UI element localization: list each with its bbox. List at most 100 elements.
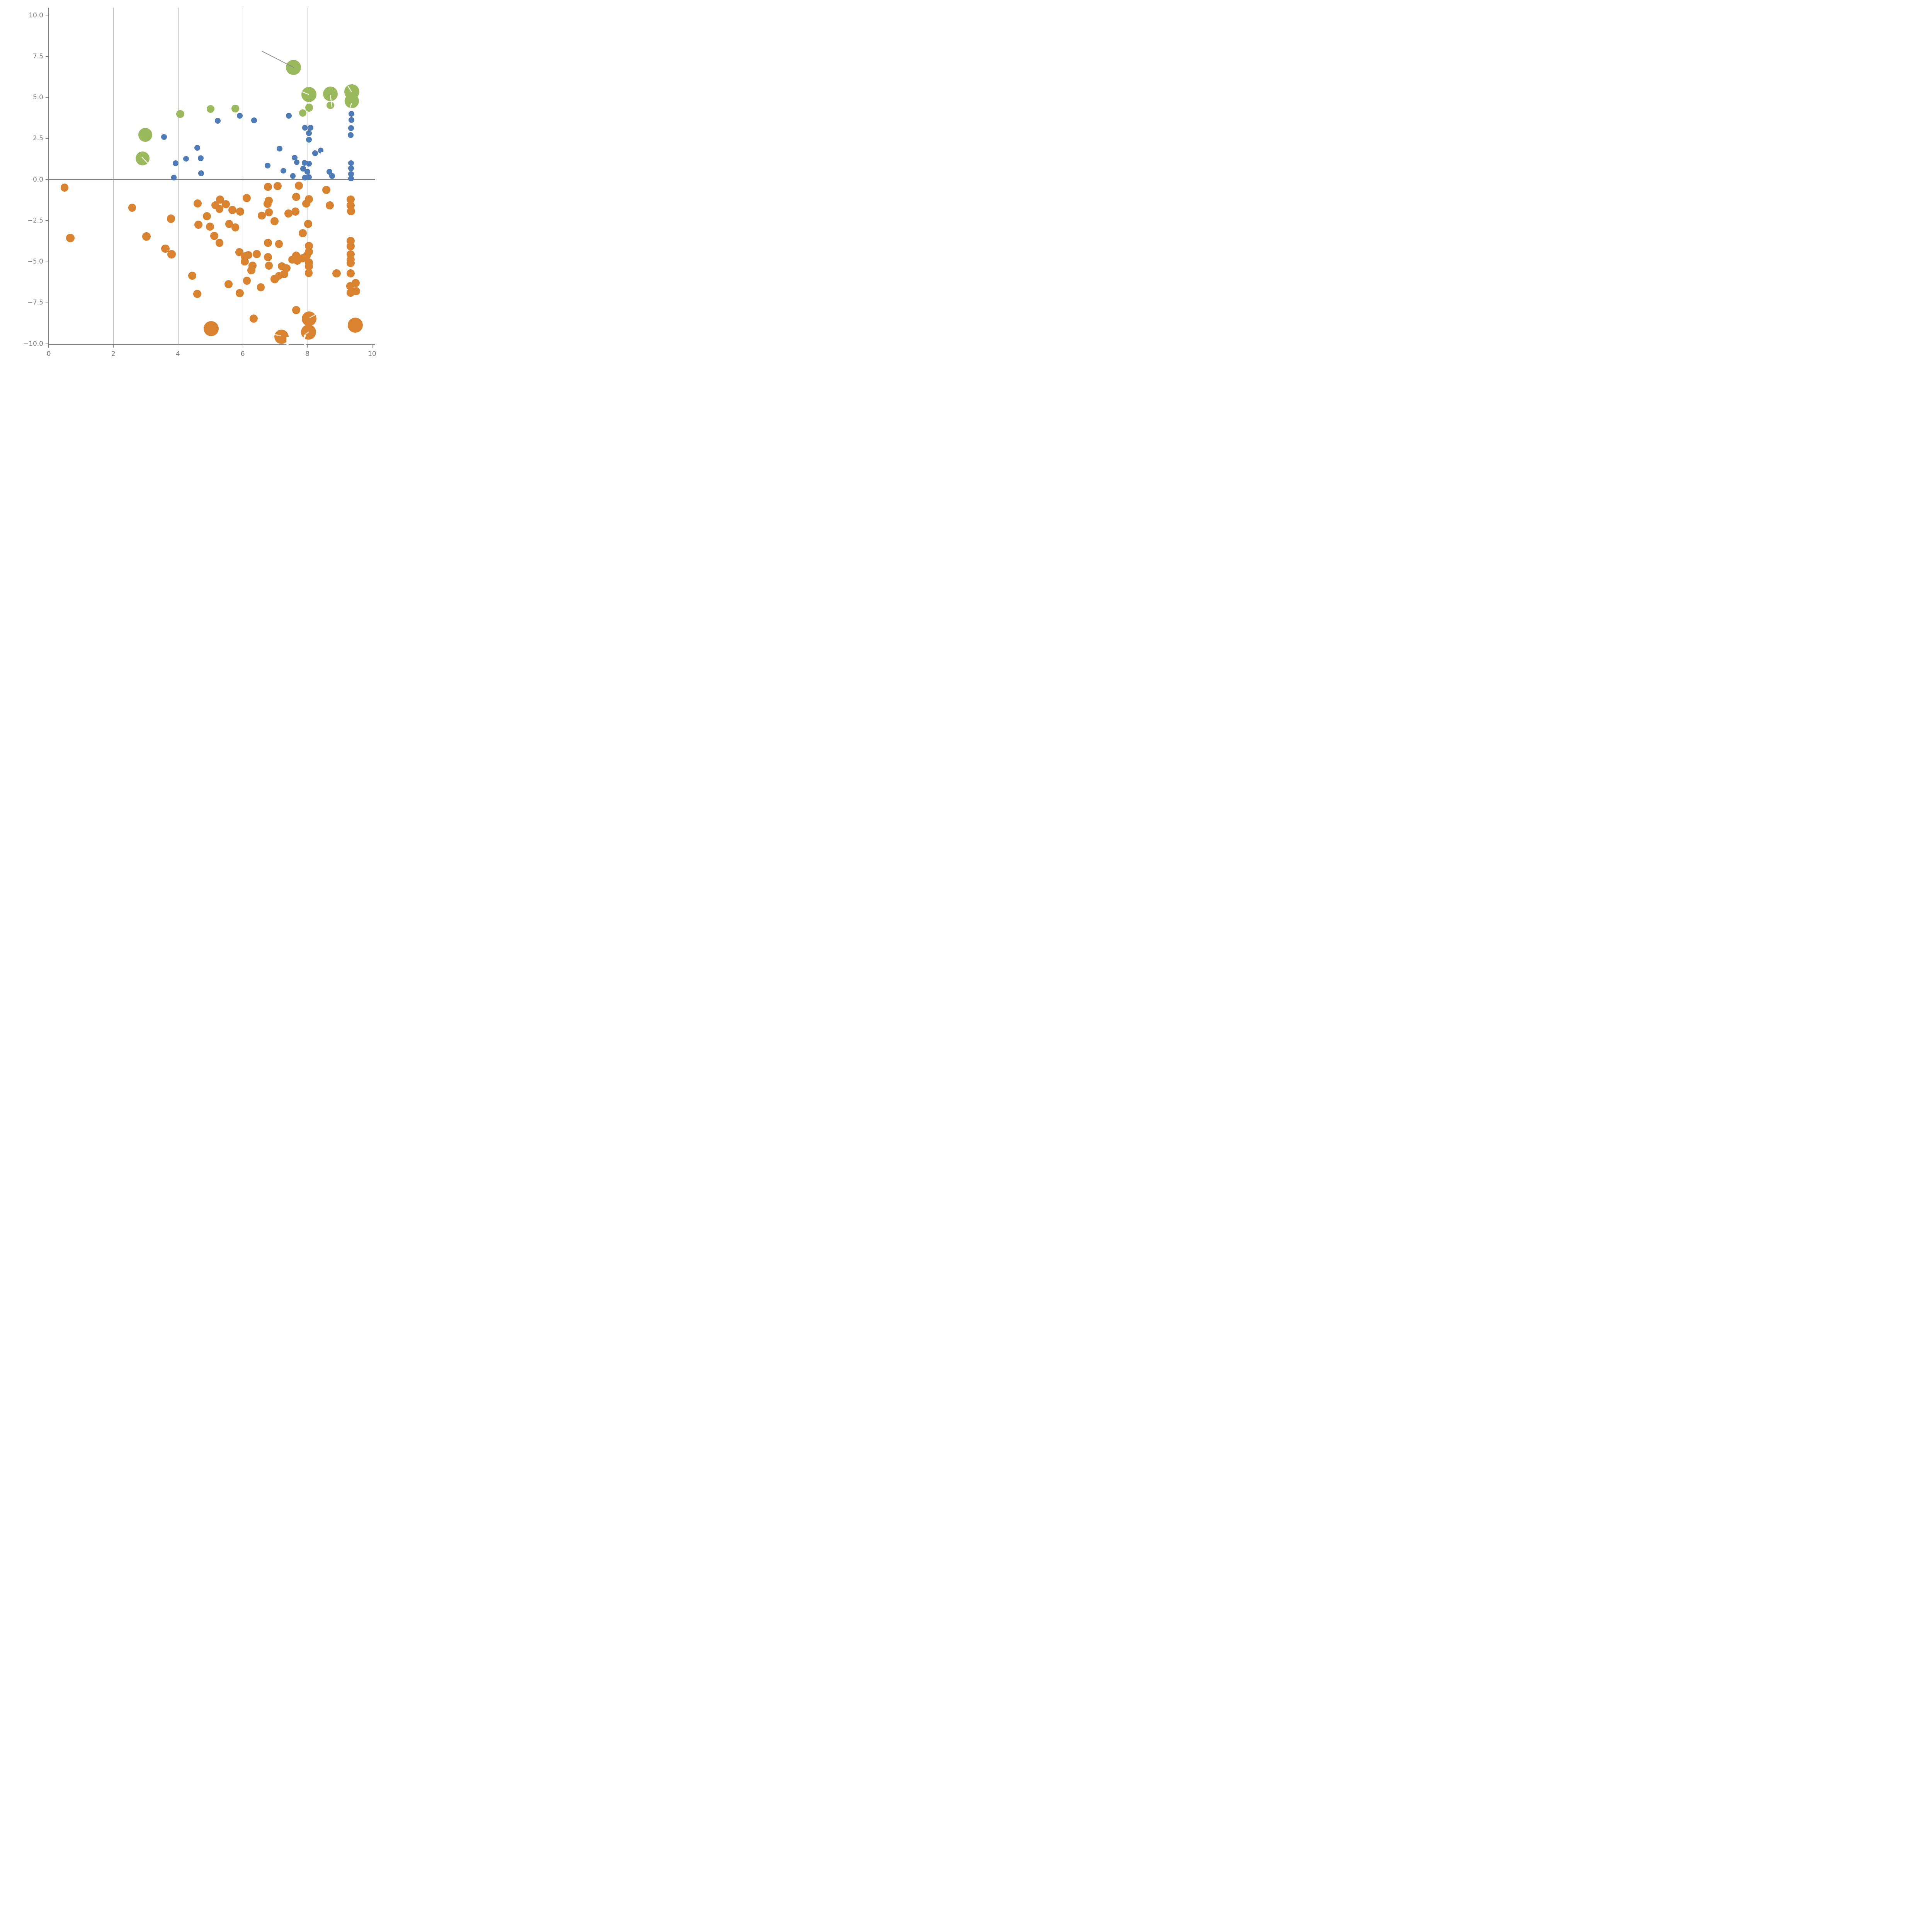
- data-point-orange: [295, 182, 303, 190]
- data-point-blue: [294, 159, 300, 165]
- data-point-orange: [293, 256, 302, 265]
- data-point-blue: [286, 112, 292, 119]
- data-point-green: [301, 87, 317, 102]
- y-tick-label: −2.5: [27, 216, 43, 224]
- data-point-blue: [291, 155, 298, 161]
- data-point-blue: [265, 163, 271, 168]
- data-point-orange: [322, 185, 330, 194]
- data-point-blue: [251, 117, 257, 123]
- x-tick-2: [113, 345, 114, 348]
- data-point-blue: [237, 112, 243, 119]
- data-point-orange: [202, 212, 211, 221]
- data-point-green: [207, 105, 215, 113]
- data-point-blue: [304, 169, 310, 175]
- data-point-orange: [291, 207, 300, 216]
- data-point-green: [138, 128, 153, 142]
- data-point-green: [176, 110, 185, 118]
- data-point-blue: [348, 165, 354, 171]
- data-point-blue: [197, 155, 204, 161]
- data-point-orange: [225, 219, 233, 228]
- data-point-orange: [348, 317, 363, 333]
- data-point-orange: [303, 252, 311, 260]
- data-point-orange: [231, 223, 240, 232]
- y-axis-spine: [48, 8, 49, 345]
- data-point-orange: [66, 234, 75, 242]
- data-point-blue: [318, 148, 324, 154]
- y-tick--2.5: [46, 220, 49, 221]
- data-point-blue: [306, 174, 312, 180]
- data-point-orange: [194, 221, 202, 229]
- zero-line: [49, 179, 375, 180]
- data-point-orange: [206, 222, 214, 231]
- data-point-orange: [264, 200, 272, 208]
- data-point-blue: [194, 145, 200, 151]
- data-point-blue: [277, 145, 282, 151]
- x-tick-label: 4: [176, 350, 180, 358]
- data-point-green: [286, 60, 301, 75]
- data-point-blue: [312, 150, 318, 156]
- data-point-blue: [281, 168, 287, 174]
- data-point-orange: [292, 306, 300, 314]
- data-point-green: [323, 86, 338, 101]
- data-point-blue: [301, 160, 308, 166]
- data-point-orange: [275, 240, 283, 248]
- data-point-orange: [284, 209, 293, 218]
- gridline-x-2: [113, 8, 114, 344]
- data-point-orange: [222, 200, 230, 209]
- data-point-blue: [327, 168, 332, 175]
- y-tick-2.5: [46, 138, 49, 139]
- data-point-blue: [198, 170, 204, 176]
- data-point-green: [299, 109, 307, 117]
- y-tick-label: −5.0: [27, 258, 43, 266]
- data-point-orange: [194, 199, 202, 207]
- data-point-blue: [306, 130, 312, 136]
- data-point-orange: [275, 272, 282, 280]
- data-point-orange: [264, 182, 272, 191]
- data-point-orange: [210, 231, 218, 240]
- data-point-orange: [292, 193, 300, 201]
- data-point-orange: [270, 217, 279, 225]
- data-point-orange: [240, 257, 249, 266]
- x-tick-label: 2: [111, 350, 116, 358]
- data-point-blue: [183, 156, 189, 162]
- x-axis-spine: [48, 344, 375, 345]
- data-point-orange: [244, 251, 252, 259]
- x-tick-label: 6: [240, 350, 245, 358]
- data-point-orange: [332, 269, 341, 277]
- data-point-orange: [274, 329, 289, 344]
- data-point-green: [327, 101, 334, 109]
- y-tick-label: 10.0: [29, 11, 43, 19]
- data-point-blue: [329, 173, 335, 179]
- data-point-orange: [304, 219, 312, 228]
- data-point-orange: [60, 184, 69, 192]
- data-point-green: [135, 151, 150, 166]
- y-tick-label: 7.5: [32, 52, 43, 60]
- data-point-orange: [265, 261, 273, 270]
- y-tick-label: −10.0: [23, 340, 43, 348]
- data-point-orange: [264, 238, 272, 247]
- data-point-orange: [203, 321, 219, 336]
- data-point-blue: [348, 132, 354, 138]
- data-point-orange: [247, 266, 256, 274]
- data-point-blue: [349, 117, 354, 123]
- data-point-orange: [142, 232, 151, 241]
- data-point-orange: [257, 283, 265, 291]
- data-point-orange: [347, 242, 355, 250]
- data-point-orange: [236, 289, 244, 297]
- y-tick-label: 5.0: [32, 94, 43, 102]
- y-tick-label: −7.5: [27, 299, 43, 307]
- data-point-blue: [161, 134, 167, 140]
- scatter-plot: 10.0 7.5 5.0 2.5 0.0 −2.5 −5.0 −7.5 −10.0 0 2 4 6 8 10…: [0, 0, 386, 386]
- data-point-green: [231, 105, 239, 112]
- data-point-orange: [347, 259, 355, 267]
- data-point-orange: [302, 199, 310, 208]
- data-point-orange: [274, 182, 282, 190]
- data-point-orange: [347, 269, 355, 278]
- data-point-orange: [215, 204, 224, 213]
- data-point-orange: [193, 290, 201, 298]
- data-point-orange: [265, 208, 273, 216]
- data-point-blue: [171, 175, 177, 180]
- data-point-orange: [167, 250, 176, 259]
- data-point-orange: [258, 211, 266, 220]
- x-tick-0: [48, 345, 49, 348]
